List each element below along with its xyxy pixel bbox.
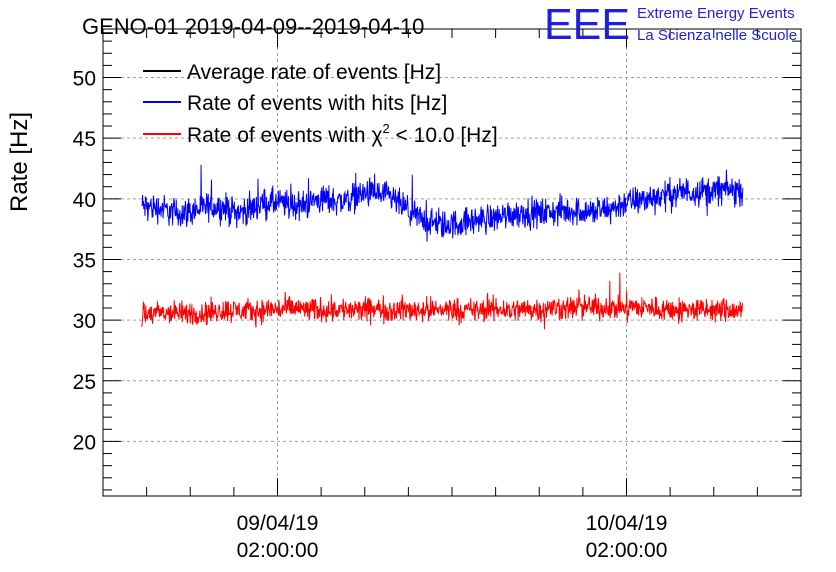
- y-tick-label: 45: [73, 128, 96, 151]
- series-layer: [141, 164, 744, 330]
- y-tick-label: 30: [73, 310, 96, 333]
- y-tick-label: 20: [73, 431, 96, 454]
- logo-line-1: Extreme Energy Events: [637, 5, 795, 22]
- legend: Average rate of events [Hz] Rate of even…: [143, 61, 498, 147]
- x-tick-labels: 09/04/19 02:00:00 10/04/19 02:00:00: [237, 512, 668, 562]
- legend-label-avg: Average rate of events [Hz]: [187, 61, 441, 84]
- legend-label-chi2: Rate of events with χ2 < 10.0 [Hz]: [187, 121, 498, 147]
- eee-logo: EEE Extreme Energy Events La Scienza nel…: [544, 0, 797, 49]
- axis-ticks: [102, 28, 802, 496]
- x-tick-label-date: 10/04/19: [586, 512, 668, 535]
- eee-logo-mark: EEE: [544, 0, 630, 49]
- chart-title: GENO-01 2019-04-09--2019-04-10: [82, 14, 424, 39]
- y-tick-label: 40: [73, 189, 96, 212]
- x-tick-label-time: 02:00:00: [586, 539, 668, 562]
- y-tick-label: 35: [73, 249, 96, 272]
- series-line-hits: [141, 164, 744, 242]
- series-line-chi2: [141, 272, 744, 330]
- x-tick-label-time: 02:00:00: [237, 539, 319, 562]
- x-tick-label-date: 09/04/19: [237, 512, 319, 535]
- grid-lines: [103, 29, 801, 496]
- y-tick-label: 25: [73, 371, 96, 394]
- y-axis-label: Rate [Hz]: [6, 112, 33, 212]
- legend-label-hits: Rate of events with hits [Hz]: [187, 92, 447, 115]
- y-tick-label: 50: [73, 68, 96, 91]
- logo-line-2: La Scienza nelle Scuole: [637, 27, 797, 44]
- y-tick-labels: 20 25 30 35 40 45 50: [73, 68, 96, 455]
